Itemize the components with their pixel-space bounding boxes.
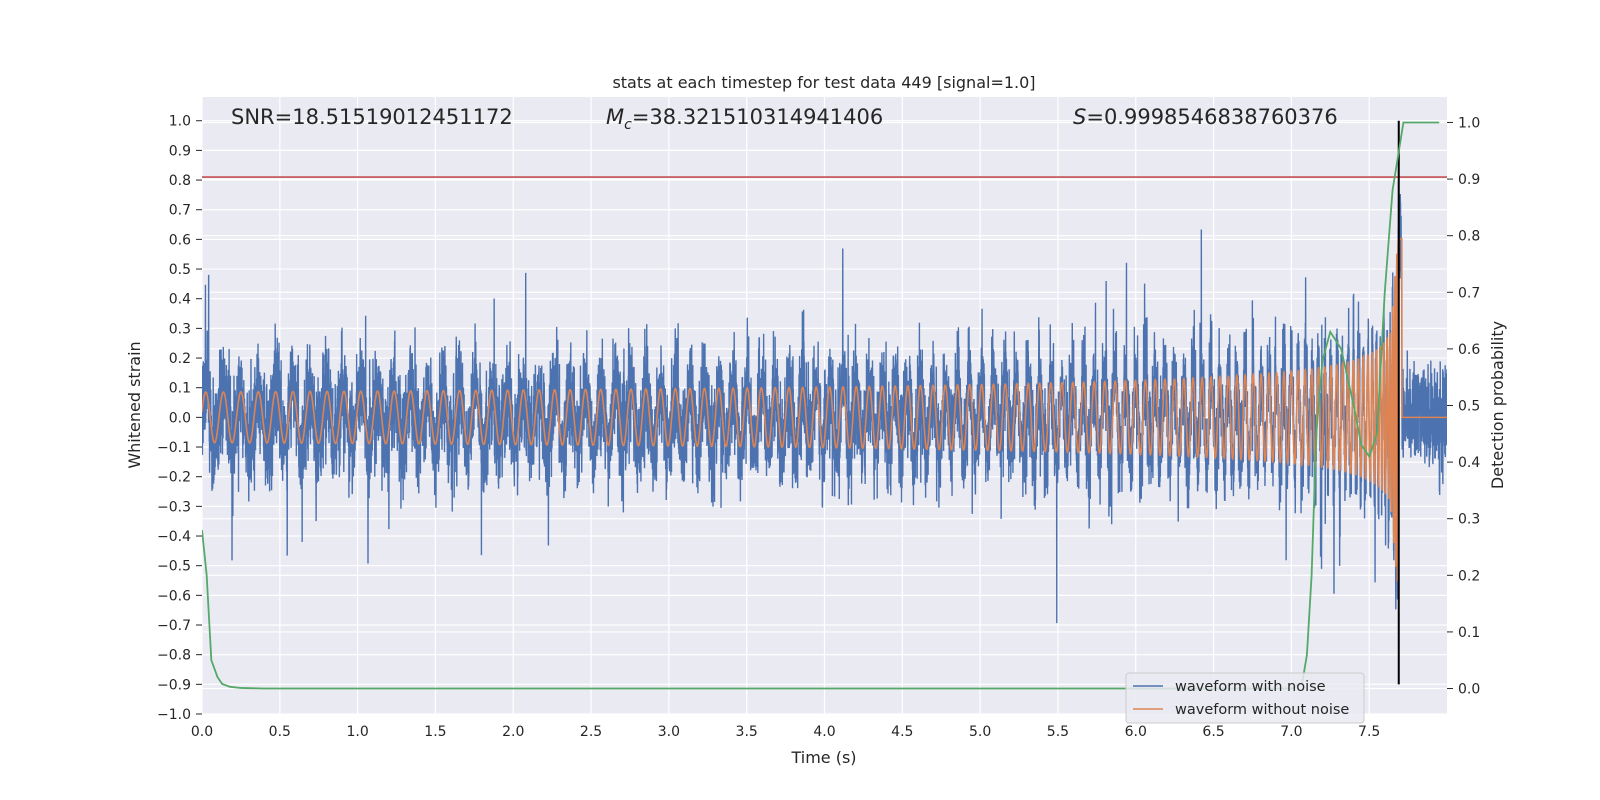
x-tick-label: 7.5: [1358, 724, 1380, 740]
y-tick-label: −0.7: [157, 618, 191, 634]
y2-tick-label: 0.5: [1458, 399, 1480, 415]
y2-tick-label: 0.3: [1458, 512, 1480, 528]
y-tick-label: −0.3: [157, 499, 191, 515]
y-tick-label: 1.0: [169, 114, 191, 130]
legend-label-clean: waveform without noise: [1175, 702, 1349, 718]
chirp-mass-value: =38.321510314941406: [632, 105, 883, 129]
statistic-symbol: S: [1073, 105, 1086, 129]
snr-annotation: SNR=18.51519012451172: [231, 105, 513, 129]
y2-tick-label: 0.0: [1458, 682, 1480, 698]
y-tick-label: −0.9: [157, 677, 191, 693]
y-tick-label: 0.5: [169, 262, 191, 278]
y-tick-label: 0.1: [169, 381, 191, 397]
y2-tick-label: 0.7: [1458, 285, 1480, 301]
y-tick-label: 0.6: [169, 232, 191, 248]
y2-tick-label: 0.1: [1458, 625, 1480, 641]
legend: waveform with noise waveform without noi…: [1125, 672, 1365, 724]
y2-tick-label: 1.0: [1458, 115, 1480, 131]
detection-probability-line: [202, 121, 1440, 690]
right-y-axis-ticks: 1.0 0.9 0.8 0.7 0.6 0.5 0.4 0.3 0.2 0.1 0.0: [1447, 115, 1480, 698]
legend-box: [1125, 672, 1365, 724]
x-tick-label: 3.5: [736, 724, 758, 740]
y-tick-label: 0.2: [169, 351, 191, 367]
y-tick-label: −0.8: [157, 648, 191, 664]
x-axis-label: Time (s): [790, 748, 856, 767]
x-tick-label: 5.0: [969, 724, 991, 740]
y-tick-label: −1.0: [157, 707, 191, 723]
right-y-axis-label: Detection probability: [1488, 321, 1507, 489]
y-tick-label: −0.4: [157, 529, 191, 545]
x-tick-label: 3.0: [658, 724, 680, 740]
chirp-mass-annotation: Mc=38.321510314941406: [606, 105, 883, 133]
x-tick-label: 6.0: [1125, 724, 1147, 740]
y-tick-label: 0.4: [169, 292, 191, 308]
y-axis-ticks: 1.0 0.9 0.8 0.7 0.6 0.5 0.4 0.3 0.2 0.1 0.0 −0.1 −0.…: [157, 114, 202, 723]
x-tick-label: 4.5: [891, 724, 913, 740]
waveform-without-noise-line: [202, 238, 1447, 582]
legend-label-noise: waveform with noise: [1175, 679, 1326, 695]
x-tick-label: 1.0: [346, 724, 368, 740]
y-tick-label: −0.1: [157, 440, 191, 456]
y-tick-label: 0.8: [169, 173, 191, 189]
y-tick-label: 0.9: [169, 143, 191, 159]
chirp-mass-subscript: c: [624, 117, 632, 133]
x-tick-label: 2.0: [502, 724, 524, 740]
y-tick-label: 0.0: [169, 410, 191, 426]
chart-title: stats at each timestep for test data 449…: [612, 73, 1035, 92]
y2-tick-label: 0.8: [1458, 229, 1480, 245]
y2-tick-label: 0.2: [1458, 568, 1480, 584]
x-axis-ticks: 0.0 0.5 1.0 1.5 2.0 2.5 3.0 3.5 4.0 4.5 5.0 5.5 6.0 6…: [191, 724, 1380, 740]
chirp-mass-symbol: M: [606, 105, 624, 129]
x-tick-label: 6.5: [1202, 724, 1224, 740]
y-tick-label: 0.7: [169, 203, 191, 219]
x-tick-label: 7.0: [1280, 724, 1302, 740]
y-tick-label: −0.5: [157, 559, 191, 575]
x-tick-label: 2.5: [580, 724, 602, 740]
x-tick-label: 4.0: [813, 724, 835, 740]
x-tick-label: 1.5: [424, 724, 446, 740]
y2-tick-label: 0.9: [1458, 172, 1480, 188]
statistic-value: =0.9998546838760376: [1086, 105, 1337, 129]
x-tick-label: 0.5: [269, 724, 291, 740]
y-axis-label: Whitened strain: [125, 341, 144, 468]
y-tick-label: −0.2: [157, 470, 191, 486]
x-tick-label: 5.5: [1047, 724, 1069, 740]
y-tick-label: 0.3: [169, 321, 191, 337]
detection-statistic-annotation: S=0.9998546838760376: [1073, 105, 1338, 129]
y2-tick-label: 0.4: [1458, 455, 1480, 471]
x-tick-label: 0.0: [191, 724, 213, 740]
y-tick-label: −0.6: [157, 588, 191, 604]
y2-tick-label: 0.6: [1458, 342, 1480, 358]
